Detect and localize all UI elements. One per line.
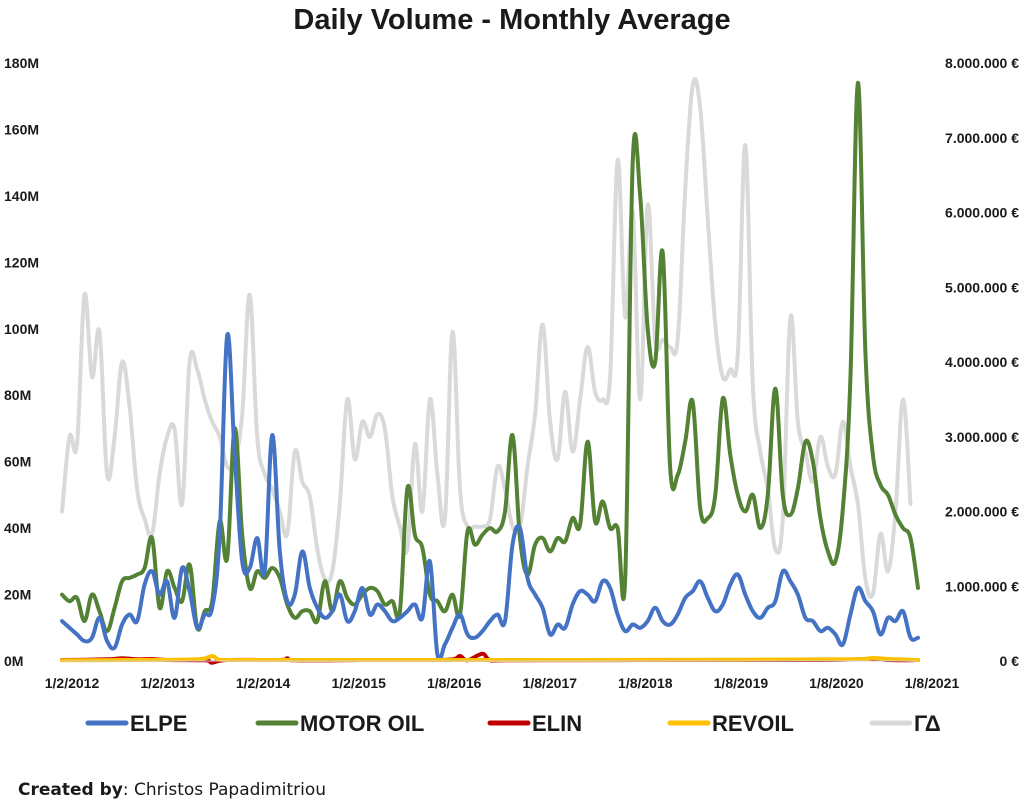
series-line-motor-oil	[60, 80, 920, 634]
legend-label: REVOIL	[712, 711, 794, 736]
x-tick-label: 1/2/2015	[331, 675, 386, 691]
legend-item-motor-oil: MOTOR OIL	[255, 711, 424, 736]
y-left-tick-label: 120M	[4, 254, 39, 270]
legend-label: ELPE	[130, 711, 187, 736]
legend-label: ELIN	[532, 711, 582, 736]
x-tick-label: 1/2/2014	[236, 675, 291, 691]
x-tick-label: 1/8/2018	[618, 675, 673, 691]
y-left-tick-label: 60M	[4, 454, 31, 470]
series-line-revoil	[60, 654, 920, 663]
series-line-elpe	[60, 331, 920, 662]
chart-area: 0M 20M 40M 60M 80M 100M 120M 140M 160M 180M 0 € 1.0…	[4, 55, 1019, 736]
legend: ELPE MOTOR OIL ELIN REVOIL ΓΔ	[85, 711, 941, 736]
y-right-tick-label: 1.000.000 €	[945, 578, 1019, 594]
x-tick-label: 1/8/2020	[809, 675, 864, 691]
credit-label: Created by	[18, 780, 123, 800]
axes: 0M 20M 40M 60M 80M 100M 120M 140M 160M 180M 0 € 1.0…	[4, 55, 1019, 691]
series-lines	[60, 77, 920, 665]
y-right-tick-label: 5.000.000 €	[945, 279, 1019, 295]
y-left-tick-label: 180M	[4, 55, 39, 71]
legend-label: ΓΔ	[914, 711, 941, 736]
y-left-tick-label: 0M	[4, 653, 23, 669]
legend-label: MOTOR OIL	[300, 711, 424, 736]
credit-author: : Christos Papadimitriou	[122, 780, 326, 800]
legend-item-elpe: ELPE	[85, 711, 187, 736]
y-right-tick-label: 8.000.000 €	[945, 55, 1019, 71]
y-left-tick-label: 140M	[4, 188, 39, 204]
y-right-tick-label: 3.000.000 €	[945, 429, 1019, 445]
chart-title: Daily Volume - Monthly Average	[293, 4, 731, 36]
x-tick-label: 1/2/2013	[140, 675, 195, 691]
x-tick-label: 1/8/2021	[905, 675, 960, 691]
credit-line: Created by: Christos Papadimitriou	[18, 780, 326, 800]
y-right-tick-label: 2.000.000 €	[945, 504, 1019, 520]
y-left-tick-label: 80M	[4, 387, 31, 403]
legend-item-elin: ELIN	[487, 711, 582, 736]
y-left-tick-label: 20M	[4, 587, 31, 603]
series-line-γδ	[60, 77, 913, 600]
y-left-tick-label: 40M	[4, 520, 31, 536]
y-right-tick-label: 4.000.000 €	[945, 354, 1019, 370]
x-tick-label: 1/8/2016	[427, 675, 482, 691]
legend-item-revoil: REVOIL	[667, 711, 794, 736]
y-right-tick-label: 0 €	[1000, 653, 1020, 669]
x-tick-label: 1/8/2017	[523, 675, 578, 691]
y-left-tick-label: 160M	[4, 121, 39, 137]
y-left-tick-label: 100M	[4, 321, 39, 337]
x-tick-label: 1/2/2012	[45, 675, 100, 691]
y-right-tick-label: 7.000.000 €	[945, 130, 1019, 146]
x-tick-label: 1/8/2019	[714, 675, 769, 691]
legend-item-γδ: ΓΔ	[869, 711, 941, 736]
y-right-tick-label: 6.000.000 €	[945, 205, 1019, 221]
